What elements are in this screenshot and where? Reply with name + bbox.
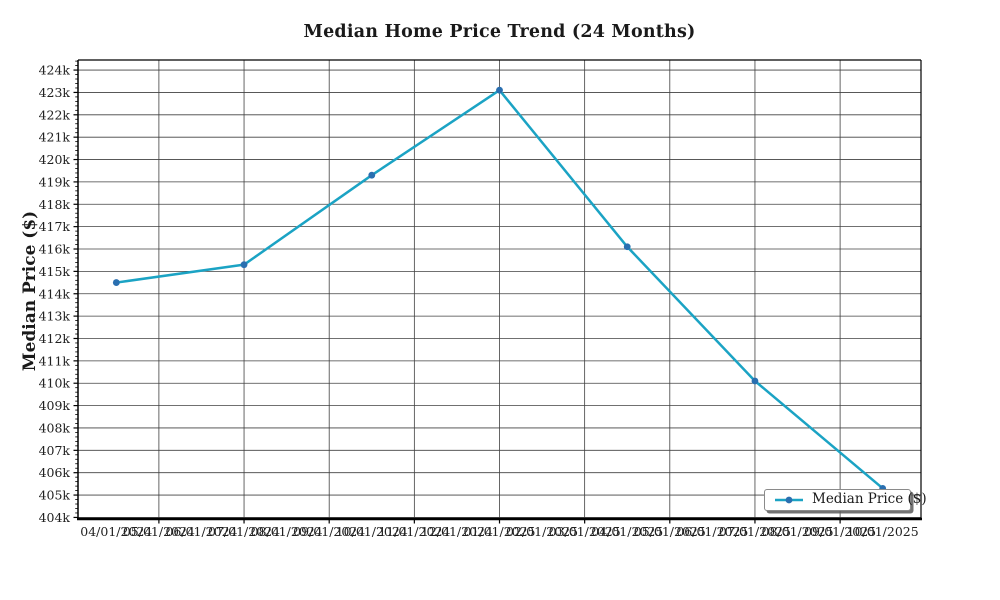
data-point-marker [240,261,248,269]
data-point-marker [368,171,376,179]
y-tick-label: 410k [39,376,71,391]
y-tick-label: 416k [39,242,71,257]
y-tick-label: 423k [39,85,71,100]
x-tick-label: 07/01/2025 [719,524,791,539]
legend-label: Median Price ($) [812,491,927,508]
y-tick-label: 422k [39,107,71,122]
y-tick-label: 404k [39,510,71,525]
legend-line-sample [775,496,803,504]
x-tick-label: 02/01/2025 [506,524,578,539]
y-tick-label: 420k [39,152,71,167]
y-axis-title: Median Price ($) [20,210,40,372]
y-tick-label: 409k [39,398,71,413]
data-point-marker [496,86,503,94]
x-tick-label: 08/01/2025 [762,524,834,539]
x-tick-label: 07/01/2024 [208,524,280,539]
chart-title: Median Home Price Trend (24 Months) [303,22,696,42]
x-tick-label: 10/01/2024 [336,524,408,539]
y-tick-label: 412k [39,331,71,346]
y-tick-label: 405k [39,488,71,503]
legend-series-marker [785,496,793,504]
y-tick-label: 408k [39,420,71,435]
x-tick-label: 06/01/2024 [165,524,237,539]
x-tick-label: 11/01/2024 [378,524,450,539]
y-tick-label: 415k [39,264,71,279]
y-tick-label: 419k [39,174,71,189]
x-tick-label: 08/01/2024 [251,524,323,539]
y-tick-label: 421k [39,130,71,145]
legend: Median Price ($) [764,489,927,511]
x-tick-label: 05/01/2025 [634,524,706,539]
y-tick-label: 413k [39,309,71,324]
y-tick-label: 406k [39,465,71,480]
x-tick-label: 04/01/2025 [591,524,663,539]
y-tick-label: 424k [39,63,71,78]
x-tick-label: 12/01/2024 [421,524,493,539]
x-tick-label: 06/01/2025 [676,524,748,539]
x-tick-label: 09/01/2024 [293,524,365,539]
y-tick-label: 414k [39,286,71,301]
y-tick-label: 418k [39,197,71,212]
y-tick-label: 407k [39,443,71,458]
x-tick-label: 05/01/2024 [123,524,195,539]
data-point-marker [751,377,759,385]
y-tick-label: 417k [39,219,71,234]
x-tick-label: 03/01/2025 [549,524,621,539]
data-point-marker [623,243,631,251]
y-tick-label: 411k [39,353,71,368]
data-point-marker [112,279,120,286]
x-tick-label: 04/01/2024 [80,524,152,539]
x-tick-label: 10/01/2025 [847,524,919,539]
x-tick-label: 01/01/2025 [463,524,535,539]
x-tick-label: 09/01/2025 [804,524,876,539]
